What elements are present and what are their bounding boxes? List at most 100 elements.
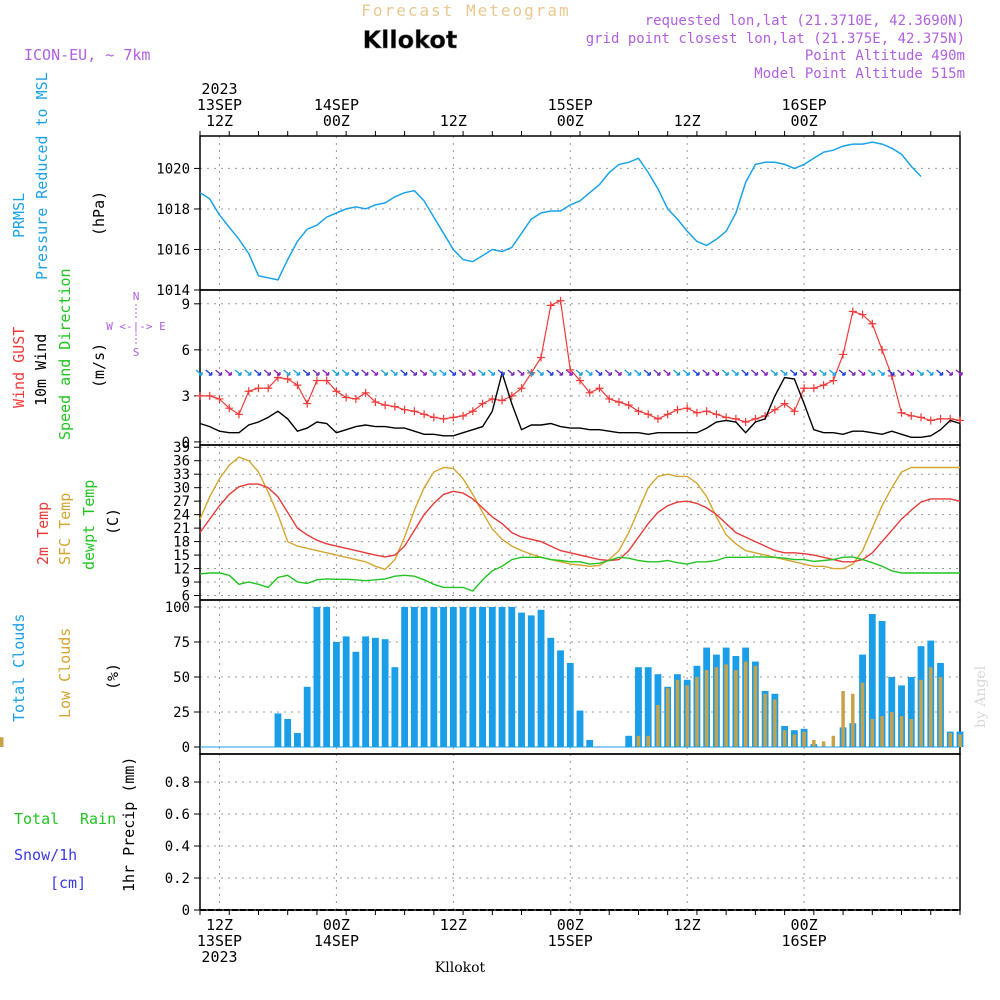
- total-cloud-bar: [420, 607, 428, 747]
- wind-arrow: [741, 369, 749, 376]
- gust-point: [420, 410, 429, 419]
- wind-arrow: [789, 369, 798, 376]
- x-label-top: 15SEP: [548, 96, 593, 114]
- model-label: ICON-EU, ~ 7km: [24, 46, 150, 64]
- gust-point: [498, 396, 507, 405]
- low-cloud-bar: [656, 705, 660, 747]
- y-tick-label: 25: [173, 705, 190, 721]
- location-title: Kllokot: [363, 26, 458, 54]
- requested-coords: requested lon,lat (21.3710E, 42.3690N): [645, 13, 965, 29]
- precip-cm-label: [cm]: [50, 874, 86, 892]
- gust-point: [848, 307, 857, 316]
- gust-point: [576, 376, 584, 385]
- total-cloud-bar: [479, 607, 486, 747]
- wind-arrow: [634, 369, 642, 376]
- title-top: Forecast Meteogram: [361, 1, 570, 20]
- gust-point: [244, 387, 253, 396]
- total-cloud-bar: [342, 636, 350, 747]
- y-tick-label: 9: [182, 575, 190, 591]
- gust-point: [215, 394, 224, 403]
- gust-point: [712, 410, 721, 419]
- gust-point: [790, 407, 799, 416]
- precip-total-label: Total: [14, 810, 59, 828]
- gust-point: [205, 391, 214, 400]
- wind-arrow: [234, 369, 242, 376]
- gust-point: [293, 381, 302, 390]
- gust-point: [868, 319, 877, 328]
- wind-arrow: [702, 369, 710, 376]
- y-tick-label: 9: [182, 297, 190, 313]
- wind-arrow: [526, 369, 534, 376]
- y-tick-label: 0.2: [165, 871, 190, 887]
- gust-point: [264, 384, 273, 393]
- wind-arrow: [936, 369, 944, 376]
- compass-n: N: [133, 290, 140, 303]
- x-label-bottom: 15SEP: [548, 932, 593, 950]
- total-cloud-bar: [557, 650, 564, 747]
- total-cloud-bar: [644, 667, 652, 747]
- gust-point: [449, 413, 458, 422]
- pressure-label-1: PRMSL: [10, 193, 28, 238]
- gust-point: [683, 404, 692, 413]
- x-label-top: 12Z: [206, 112, 233, 130]
- gust-point: [537, 353, 546, 362]
- total-cloud-bar: [284, 719, 292, 747]
- wind-arrow: [848, 369, 856, 376]
- low-cloud-bar: [646, 735, 650, 747]
- wind-arrow: [224, 369, 232, 376]
- wind-arrow: [595, 369, 603, 376]
- watermark: by Angel: [973, 665, 989, 728]
- total-cloud-bar: [576, 710, 584, 747]
- wind-arrow: [517, 369, 525, 376]
- total-cloud-bar: [547, 637, 555, 747]
- total-cloud-bar: [459, 607, 467, 747]
- gust-point: [342, 393, 351, 402]
- footer-location: Kllokot: [435, 960, 486, 976]
- gust-point: [858, 310, 867, 319]
- total-cloud-bar: [469, 607, 477, 747]
- gust-point: [907, 411, 916, 420]
- y-tick-label: 75: [173, 635, 190, 651]
- gust-point: [878, 345, 887, 354]
- wind-arrow: [507, 369, 515, 376]
- total-cloud-bar: [323, 607, 331, 747]
- wind-arrow: [887, 369, 895, 376]
- wind-arrow: [205, 369, 213, 376]
- wind-arrow: [312, 369, 320, 376]
- low-cloud-bar: [812, 740, 816, 747]
- low-cloud-bar: [899, 716, 904, 747]
- y-tick-label: 12: [173, 562, 190, 578]
- gust-point: [897, 408, 906, 417]
- wind-arrow: [692, 369, 700, 376]
- temp-2m-label: 2m Temp: [34, 502, 52, 565]
- wind-arrow: [429, 369, 437, 376]
- total-cloud-bar: [362, 636, 370, 747]
- wind-arrow: [400, 369, 408, 376]
- y-tick-label: 33: [173, 467, 190, 483]
- gust-point: [673, 405, 682, 414]
- gust-line: [200, 299, 961, 423]
- wind-arrow: [799, 369, 807, 376]
- gust-point: [644, 410, 653, 419]
- grid-point-coords: grid point closest lon,lat (21.375E, 42.…: [586, 31, 965, 47]
- wind-arrow: [585, 369, 593, 376]
- total-cloud-bar: [635, 667, 642, 747]
- low-cloud-bar: [0, 737, 4, 747]
- dewpt-line: [199, 556, 960, 592]
- y-tick-label: 1020: [156, 161, 190, 177]
- wind-arrow: [809, 369, 817, 376]
- y-tick-label: 24: [173, 508, 190, 524]
- wind-arrow: [867, 369, 876, 376]
- wind-arrow: [926, 369, 934, 376]
- x-label-bottom: 12Z: [206, 916, 233, 934]
- y-tick-label: 36: [173, 454, 190, 470]
- gust-point: [946, 414, 955, 423]
- low-cloud-bar: [880, 716, 884, 747]
- total-cloud-bar: [381, 639, 389, 747]
- total-cloud-bar: [498, 607, 506, 747]
- gust-point: [692, 408, 701, 417]
- total-cloud-bar: [518, 612, 525, 747]
- total-cloud-bar: [449, 607, 457, 747]
- y-tick-label: 21: [173, 521, 190, 537]
- total-cloud-bar: [371, 637, 379, 747]
